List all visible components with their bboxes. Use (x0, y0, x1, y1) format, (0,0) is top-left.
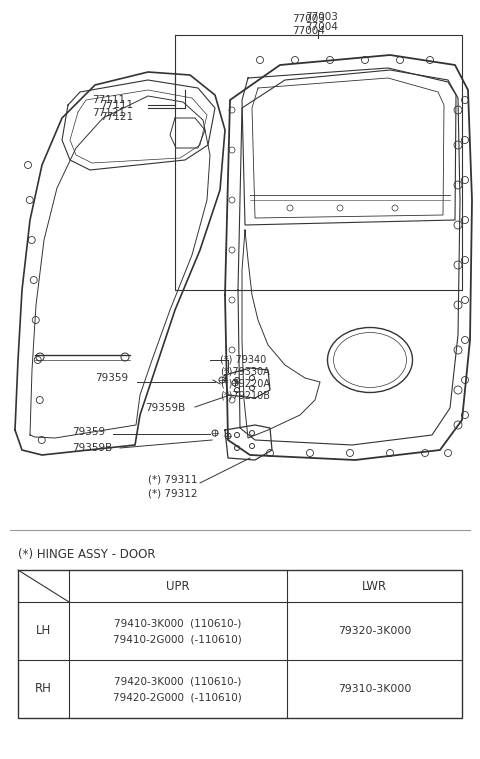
Text: 77003: 77003 (305, 12, 338, 22)
Text: 77111: 77111 (92, 95, 125, 105)
Text: 77004: 77004 (292, 26, 325, 36)
Text: 77121: 77121 (100, 112, 133, 122)
Text: LH: LH (36, 625, 51, 638)
Text: 79359: 79359 (72, 427, 105, 437)
Text: 77003: 77003 (292, 14, 325, 24)
Text: (*) 79340: (*) 79340 (220, 355, 266, 365)
Text: (*)79220A: (*)79220A (220, 379, 270, 389)
Text: (*) 79311: (*) 79311 (148, 475, 197, 485)
Text: UPR: UPR (166, 580, 190, 593)
Text: 79410-3K000  (110610-): 79410-3K000 (110610-) (114, 618, 241, 628)
Text: (*)79330A: (*)79330A (220, 367, 270, 377)
Text: (*) HINGE ASSY - DOOR: (*) HINGE ASSY - DOOR (18, 548, 156, 561)
Text: 79359B: 79359B (145, 403, 185, 413)
Text: 79420-3K000  (110610-): 79420-3K000 (110610-) (114, 676, 241, 686)
Text: 79359B: 79359B (72, 443, 112, 453)
Text: 77111: 77111 (100, 100, 133, 110)
Text: 79420-2G000  (-110610): 79420-2G000 (-110610) (113, 692, 242, 702)
Text: 79310-3K000: 79310-3K000 (337, 684, 411, 694)
Text: RH: RH (35, 682, 52, 695)
Text: 77121: 77121 (92, 108, 125, 118)
Text: 79320-3K000: 79320-3K000 (337, 626, 411, 636)
Text: LWR: LWR (362, 580, 387, 593)
Bar (18, 570, 462, 718)
Text: (*) 79312: (*) 79312 (148, 489, 197, 499)
Text: (*)79210B: (*)79210B (220, 391, 270, 401)
Text: 79359: 79359 (95, 373, 128, 383)
Text: 79410-2G000  (-110610): 79410-2G000 (-110610) (113, 634, 242, 644)
Text: 77004: 77004 (305, 22, 338, 32)
